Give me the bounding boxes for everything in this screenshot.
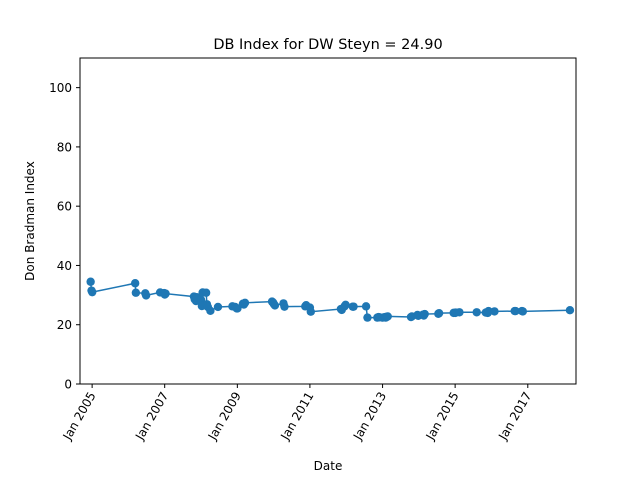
data-point <box>240 298 250 307</box>
data-point <box>88 287 97 297</box>
x-axis: Jan 2005 Jan 2007 Jan 2009 Jan 2011 Jan 2013… <box>60 384 534 444</box>
data-point <box>490 307 499 316</box>
data-point <box>383 312 392 321</box>
axes-frame <box>79 57 577 385</box>
data-point <box>206 306 215 315</box>
data-point <box>131 288 141 297</box>
data-point <box>141 291 151 300</box>
data-point <box>196 295 206 305</box>
x-tick-label: Jan 2009 <box>205 390 244 444</box>
y-axis-label: Don Bradman Index <box>23 161 37 281</box>
x-tick-label: Jan 2015 <box>423 390 462 444</box>
data-point <box>349 302 358 311</box>
data-point <box>201 288 211 297</box>
y-axis: 0 20 40 60 80 100 <box>49 81 80 392</box>
y-tick-label: 0 <box>64 378 72 392</box>
y-tick-label: 40 <box>57 259 72 273</box>
data-point <box>455 308 464 317</box>
data-point <box>472 308 481 317</box>
y-tick-label: 80 <box>57 140 72 154</box>
y-tick-label: 60 <box>57 200 72 214</box>
data-point <box>565 306 575 315</box>
plot-area <box>86 277 575 322</box>
data-point <box>341 300 350 310</box>
x-tick-label: Jan 2005 <box>60 390 99 444</box>
data-point <box>213 302 223 312</box>
data-point <box>306 307 315 316</box>
data-point <box>420 309 429 319</box>
data-point <box>361 302 371 311</box>
data-point <box>161 289 170 298</box>
data-point <box>518 307 528 316</box>
y-tick-label: 100 <box>49 81 72 95</box>
data-point <box>363 313 372 322</box>
data-point <box>270 301 280 310</box>
data-point <box>86 277 95 286</box>
x-tick-label: Jan 2013 <box>350 390 389 444</box>
data-point <box>233 304 242 313</box>
y-tick-label: 20 <box>57 318 72 332</box>
data-point <box>434 308 444 318</box>
x-axis-label: Date <box>314 459 343 473</box>
data-point <box>130 279 140 288</box>
data-point <box>280 302 289 311</box>
x-tick-label: Jan 2011 <box>277 390 316 444</box>
x-tick-label: Jan 2017 <box>495 390 534 444</box>
data-point <box>484 306 493 316</box>
x-tick-label: Jan 2007 <box>132 390 171 444</box>
chart-title: DB Index for DW Steyn = 24.90 <box>213 37 442 53</box>
data-point <box>511 306 520 316</box>
